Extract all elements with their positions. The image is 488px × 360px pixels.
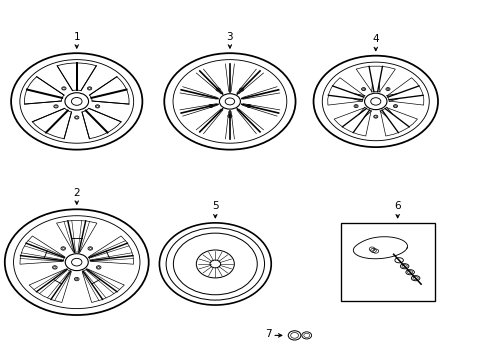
Text: 4: 4 xyxy=(372,34,378,44)
Text: 7: 7 xyxy=(264,329,271,339)
Bar xyxy=(340,223,434,301)
Text: 2: 2 xyxy=(73,188,80,198)
Text: 6: 6 xyxy=(393,202,400,211)
Text: 5: 5 xyxy=(212,202,218,211)
Text: 1: 1 xyxy=(73,32,80,42)
Text: 3: 3 xyxy=(226,32,233,42)
